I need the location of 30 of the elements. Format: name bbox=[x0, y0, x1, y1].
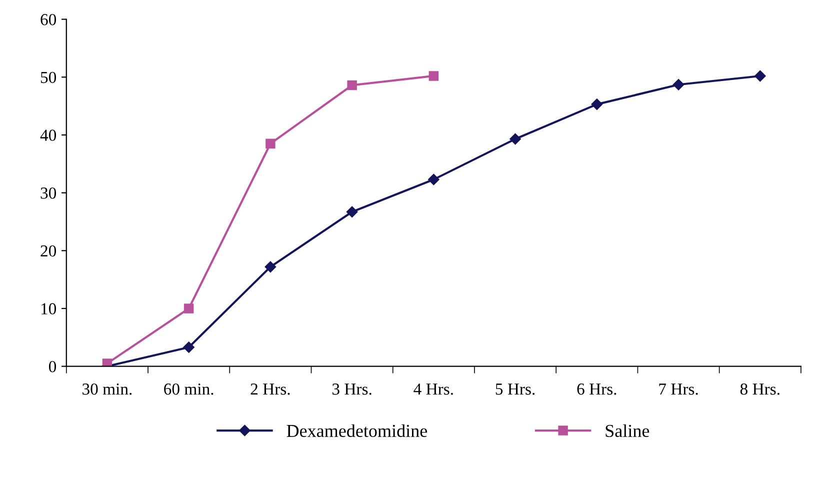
x-tick-label: 3 Hrs. bbox=[332, 384, 372, 395]
point bbox=[591, 98, 603, 110]
y-tick-label: 60 bbox=[40, 14, 56, 26]
point bbox=[184, 304, 194, 314]
point bbox=[346, 206, 358, 218]
y-tick-label: 10 bbox=[41, 303, 56, 314]
legend-label: Saline bbox=[606, 424, 650, 438]
x-tick-label: 60 min. bbox=[164, 383, 214, 395]
point bbox=[264, 261, 276, 272]
point bbox=[672, 79, 684, 90]
x-tick-label: 6 Hrs. bbox=[577, 384, 616, 395]
point bbox=[347, 80, 357, 90]
point bbox=[510, 133, 521, 145]
x-tick-label: 8 Hrs. bbox=[740, 383, 780, 395]
legend-label: Dexamedetomidine bbox=[286, 424, 428, 438]
x-tick-label: 4 Hrs. bbox=[414, 384, 453, 395]
y-tick-label: 40 bbox=[40, 130, 56, 141]
point bbox=[428, 71, 439, 81]
point bbox=[266, 138, 276, 148]
x-tick-label: 7 Hrs. bbox=[659, 384, 698, 395]
y-tick-label: 50 bbox=[40, 72, 56, 84]
x-tick-label: 30 min. bbox=[82, 383, 132, 395]
y-tick-label: 0 bbox=[48, 361, 56, 372]
x-tick-label: 2 Hrs. bbox=[250, 384, 290, 395]
point bbox=[428, 174, 440, 186]
y-tick-label: 30 bbox=[40, 188, 56, 199]
x-tick-label: 5 Hrs. bbox=[496, 384, 535, 395]
point bbox=[183, 342, 194, 353]
y-tick-label: 20 bbox=[40, 245, 56, 257]
point bbox=[754, 70, 766, 82]
